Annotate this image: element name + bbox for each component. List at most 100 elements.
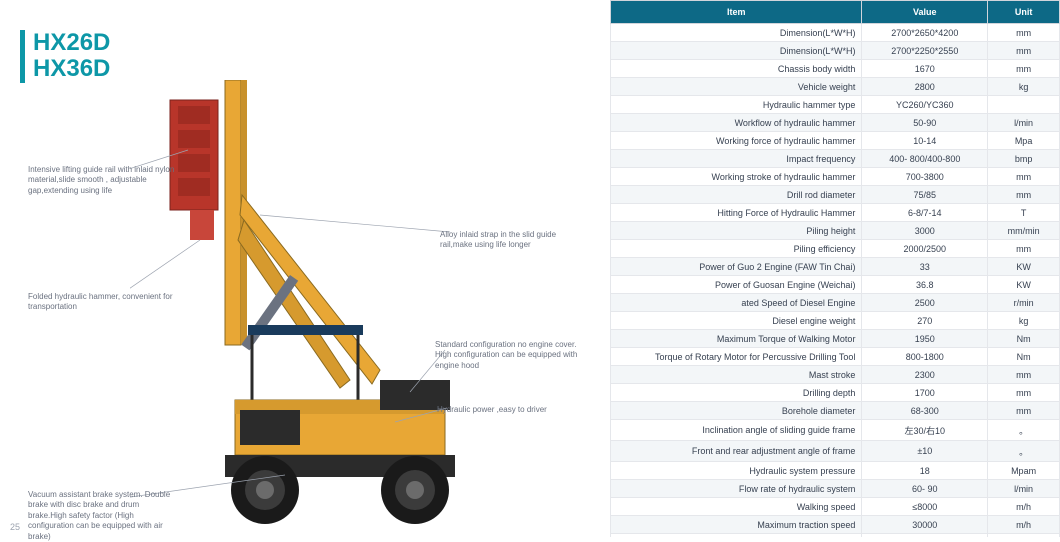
callout-hydraulic-power: Hydraulic power ,easy to driver xyxy=(437,405,547,415)
cell-value: 2500 xyxy=(862,294,988,312)
cell-unit: m/h xyxy=(988,516,1060,534)
table-row: Walking speed≤8000m/h xyxy=(611,498,1060,516)
cell-unit: T xyxy=(988,204,1060,222)
left-panel: HX26D HX36D xyxy=(0,0,610,537)
cell-unit: mm xyxy=(988,534,1060,538)
cell-item: Power of Guo 2 Engine (FAW Tin Chai) xyxy=(611,258,862,276)
cell-unit: KW xyxy=(988,276,1060,294)
cell-unit: mm xyxy=(988,186,1060,204)
table-row: Left and Right Sliding Stroke0-350mm xyxy=(611,534,1060,538)
cell-value: 75/85 xyxy=(862,186,988,204)
table-row: Flow rate of hydraulic system60- 90l/min xyxy=(611,480,1060,498)
cell-unit: Nm xyxy=(988,330,1060,348)
cell-item: Vehicle weight xyxy=(611,78,862,96)
cell-value: 左30/右10 xyxy=(862,420,988,441)
table-row: Power of Guosan Engine (Weichai)36.8KW xyxy=(611,276,1060,294)
col-header-value: Value xyxy=(862,1,988,24)
table-row: Front and rear adjustment angle of frame… xyxy=(611,441,1060,462)
cell-value: 2000/2500 xyxy=(862,240,988,258)
table-row: Piling efficiency2000/2500mm xyxy=(611,240,1060,258)
cell-item: Mast stroke xyxy=(611,366,862,384)
table-row: Torque of Rotary Motor for Percussive Dr… xyxy=(611,348,1060,366)
callout-guide-rail: Intensive lifting guide rail with inlaid… xyxy=(28,165,178,196)
cell-item: Hydraulic hammer type xyxy=(611,96,862,114)
cell-item: ated Speed of Diesel Engine xyxy=(611,294,862,312)
cell-item: Maximum Torque of Walking Motor xyxy=(611,330,862,348)
cell-item: Dimension(L*W*H) xyxy=(611,42,862,60)
cell-item: Power of Guosan Engine (Weichai) xyxy=(611,276,862,294)
cell-item: Front and rear adjustment angle of frame xyxy=(611,441,862,462)
cell-item: Maximum traction speed xyxy=(611,516,862,534)
cell-value: ≤8000 xyxy=(862,498,988,516)
callout-alloy-strap: Alloy inlaid strap in the slid guide rai… xyxy=(440,230,590,251)
table-row: Maximum Torque of Walking Motor1950Nm xyxy=(611,330,1060,348)
cell-item: Borehole diameter xyxy=(611,402,862,420)
table-row: Impact frequency400- 800/400-800bmp xyxy=(611,150,1060,168)
cell-unit: mm xyxy=(988,366,1060,384)
cell-value: YC260/YC360 xyxy=(862,96,988,114)
cell-unit: bmp xyxy=(988,150,1060,168)
cell-unit: mm xyxy=(988,384,1060,402)
table-row: ated Speed of Diesel Engine2500r/min xyxy=(611,294,1060,312)
cell-value: 10-14 xyxy=(862,132,988,150)
table-row: Working stroke of hydraulic hammer700-38… xyxy=(611,168,1060,186)
cell-item: Working force of hydraulic hammer xyxy=(611,132,862,150)
cell-item: Working stroke of hydraulic hammer xyxy=(611,168,862,186)
cell-item: Diesel engine weight xyxy=(611,312,862,330)
cell-value: 1670 xyxy=(862,60,988,78)
cell-unit: r/min xyxy=(988,294,1060,312)
cell-item: Drill rod diameter xyxy=(611,186,862,204)
cell-value: 6-8/7-14 xyxy=(862,204,988,222)
cell-value: 400- 800/400-800 xyxy=(862,150,988,168)
col-header-item: Item xyxy=(611,1,862,24)
cell-item: Workflow of hydraulic hammer xyxy=(611,114,862,132)
cell-unit: Mpa xyxy=(988,132,1060,150)
cell-value: 1950 xyxy=(862,330,988,348)
cell-item: Piling height xyxy=(611,222,862,240)
table-row: Vehicle weight2800kg xyxy=(611,78,1060,96)
callout-engine-cover: Standard configuration no engine cover. … xyxy=(435,340,585,371)
cell-item: Inclination angle of sliding guide frame xyxy=(611,420,862,441)
callout-folded-hammer: Folded hydraulic hammer, convenient for … xyxy=(28,292,178,313)
table-row: Chassis body width1670mm xyxy=(611,60,1060,78)
cell-unit xyxy=(988,96,1060,114)
cell-item: Hitting Force of Hydraulic Hammer xyxy=(611,204,862,222)
table-row: Drilling depth1700mm xyxy=(611,384,1060,402)
cell-unit: 。 xyxy=(988,441,1060,462)
cell-item: Chassis body width xyxy=(611,60,862,78)
table-row: Power of Guo 2 Engine (FAW Tin Chai)33KW xyxy=(611,258,1060,276)
table-row: Dimension(L*W*H)2700*2650*4200mm xyxy=(611,24,1060,42)
cell-item: Torque of Rotary Motor for Percussive Dr… xyxy=(611,348,862,366)
spec-table-panel: Item Value Unit Dimension(L*W*H)2700*265… xyxy=(610,0,1060,537)
cell-unit: mm xyxy=(988,42,1060,60)
cell-item: Dimension(L*W*H) xyxy=(611,24,862,42)
cell-unit: Nm xyxy=(988,348,1060,366)
page-number: 25 xyxy=(10,522,20,532)
cell-value: 18 xyxy=(862,462,988,480)
table-row: Drill rod diameter75/85mm xyxy=(611,186,1060,204)
cell-value: 2700*2250*2550 xyxy=(862,42,988,60)
cell-value: 2700*2650*4200 xyxy=(862,24,988,42)
table-row: Diesel engine weight270kg xyxy=(611,312,1060,330)
callout-brake-system: Vacuum assistant brake system. Double br… xyxy=(28,490,178,542)
cell-unit: mm xyxy=(988,24,1060,42)
cell-value: 2800 xyxy=(862,78,988,96)
cell-value: 800-1800 xyxy=(862,348,988,366)
table-row: Workflow of hydraulic hammer50-90l/min xyxy=(611,114,1060,132)
table-row: Mast stroke2300mm xyxy=(611,366,1060,384)
table-row: Working force of hydraulic hammer10-14Mp… xyxy=(611,132,1060,150)
cell-unit: mm/min xyxy=(988,222,1060,240)
cell-value: 1700 xyxy=(862,384,988,402)
cell-item: Piling efficiency xyxy=(611,240,862,258)
cell-unit: mm xyxy=(988,402,1060,420)
cell-unit: m/h xyxy=(988,498,1060,516)
cell-value: 60- 90 xyxy=(862,480,988,498)
cell-value: 700-3800 xyxy=(862,168,988,186)
cell-unit: kg xyxy=(988,312,1060,330)
cell-item: Impact frequency xyxy=(611,150,862,168)
table-row: Hitting Force of Hydraulic Hammer6-8/7-1… xyxy=(611,204,1060,222)
cell-value: 50-90 xyxy=(862,114,988,132)
machine-illustration-area: Intensive lifting guide rail with inlaid… xyxy=(0,50,610,530)
cell-value: ±10 xyxy=(862,441,988,462)
table-row: Borehole diameter68-300mm xyxy=(611,402,1060,420)
